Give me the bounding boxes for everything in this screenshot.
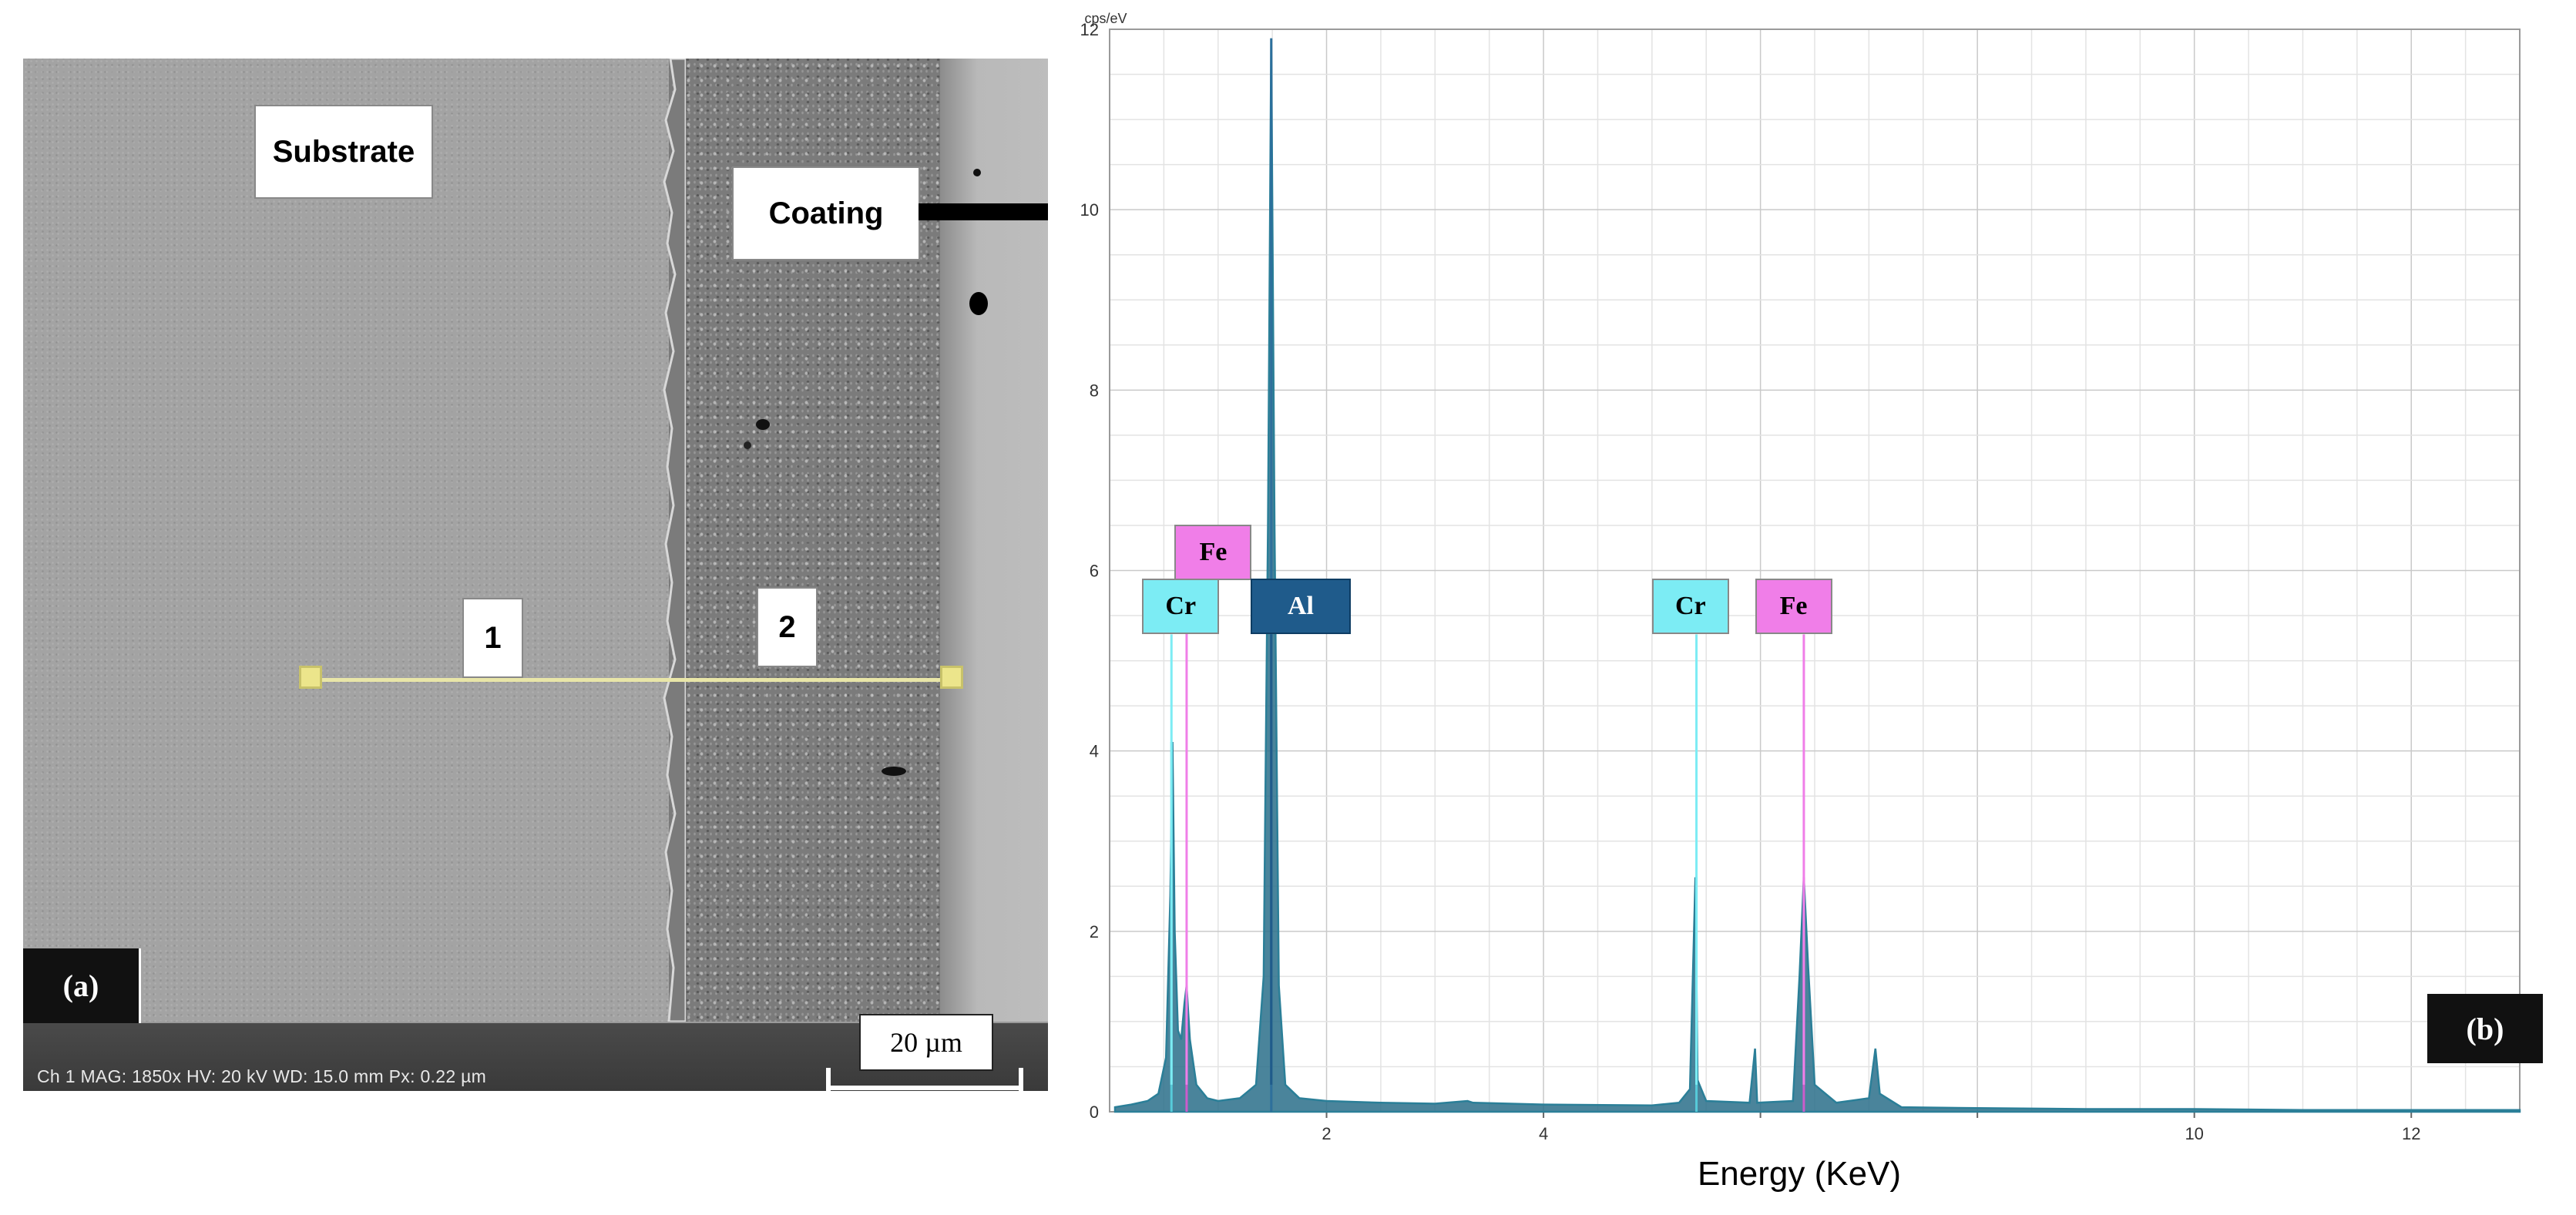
substrate-label: Substrate	[254, 105, 433, 199]
line-scan-end-marker	[940, 666, 963, 689]
peak-label-cr: Cr	[1651, 579, 1729, 635]
y-tick-label: 8	[1090, 381, 1099, 400]
coating-label: Coating	[732, 166, 920, 260]
arrow-shaft	[919, 203, 1048, 220]
eds-spectrum-chart: 0 2 4 6 8 10 12 2 4 10 12 cps/eV Energy (KeV) (b) Fe…	[1063, 0, 2576, 1215]
peak-label-cr: Cr	[1142, 579, 1220, 635]
interface-edge	[663, 59, 686, 1022]
y-tick-label: 0	[1090, 1103, 1099, 1122]
peak-label-fe: Fe	[1755, 579, 1832, 635]
scale-bar-tick-left	[826, 1068, 831, 1091]
point-1-label: 1	[462, 598, 523, 678]
x-tick-label: 10	[2185, 1124, 2203, 1143]
line-scan-start-marker	[299, 666, 322, 689]
substrate-region	[23, 59, 682, 1022]
x-axis-title: Energy (KeV)	[1698, 1155, 1901, 1193]
pore-marks	[969, 169, 988, 315]
y-tick-label: 2	[1090, 922, 1099, 941]
scale-bar-label: 20 µm	[859, 1014, 993, 1071]
coating-defects	[744, 419, 906, 776]
y-tick-label: 4	[1090, 742, 1099, 761]
sem-info-text: Ch 1 MAG: 1850x HV: 20 kV WD: 15.0 mm Px…	[37, 1066, 487, 1086]
scale-bar-line	[828, 1086, 1021, 1090]
sem-micrograph: Substrate Coating 1 2 Ch 1 MAG: 1850x HV…	[23, 59, 1048, 1091]
point-2-label: 2	[757, 587, 818, 667]
x-tick-label: 2	[1322, 1124, 1331, 1143]
peak-label-al: Al	[1251, 579, 1351, 635]
peak-label-fe: Fe	[1174, 525, 1252, 581]
y-tick-label: 12	[1080, 20, 1099, 39]
scale-bar-tick-right	[1019, 1068, 1023, 1091]
spectrum-area	[1113, 38, 2521, 1113]
y-unit-label: cps/eV	[1084, 11, 1127, 26]
y-tick-label: 6	[1090, 562, 1099, 581]
x-tick-label: 12	[2402, 1124, 2420, 1143]
panel-tag-a: (a)	[23, 948, 141, 1023]
panel-tag-b: (b)	[2427, 994, 2543, 1063]
y-tick-label: 10	[1080, 200, 1099, 220]
line-scan	[308, 678, 952, 682]
x-tick-label: 4	[1539, 1124, 1548, 1143]
